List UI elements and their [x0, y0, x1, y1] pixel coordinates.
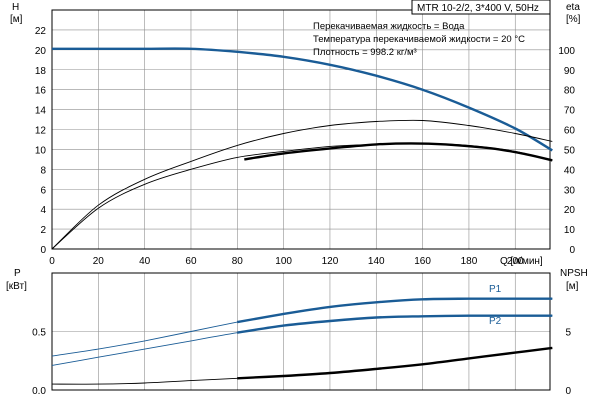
- top-series-line-3: [244, 142, 553, 162]
- bottom-y-left-unit: [кВт]: [6, 281, 27, 292]
- x-tick-label: 140: [368, 256, 385, 267]
- top-series-line-1: [51, 119, 553, 250]
- bottom-y-right-tick-label: 5: [565, 328, 571, 339]
- top-y-right-name: eta: [566, 2, 580, 13]
- top-y-left-tick-label: 6: [40, 185, 46, 196]
- top-y-right-unit: [%]: [566, 14, 581, 25]
- top-series-line-2: [51, 142, 553, 250]
- annotation-liquid: Перекачиваемая жидкость = Вода: [313, 21, 465, 32]
- top-y-right-tick-label: 0: [569, 245, 575, 256]
- top-y-left-tick-label: 12: [35, 126, 47, 137]
- x-tick-label: 80: [232, 256, 244, 267]
- x-tick-label: 200: [507, 256, 524, 267]
- x-tick-label: 40: [139, 256, 151, 267]
- top-y-left-tick-label: 8: [40, 165, 46, 176]
- top-chart-grid: [52, 10, 550, 249]
- top-y-right-tick-label: 70: [564, 106, 576, 117]
- bottom-chart-series: [51, 297, 553, 385]
- top-y-left-tick-label: 4: [40, 205, 46, 216]
- bottom-y-right-tick-label: 0: [565, 386, 571, 397]
- annotation-density: Плотность = 998.2 кг/м³: [313, 47, 417, 58]
- tick-labels: 0 20 40 60 80 100 120 140 160 180 2000246810121416…: [32, 26, 575, 397]
- x-tick-label: 0: [49, 256, 55, 267]
- bottom-y-right-name: NPSH: [560, 268, 588, 279]
- x-axis-label: Q [л/мин]: [500, 256, 543, 267]
- bottom-y-left-name: P: [14, 268, 21, 279]
- bottom-chart-frame: [51, 272, 551, 391]
- top-y-left-tick-label: 14: [35, 106, 47, 117]
- top-y-right-tick-label: 80: [564, 86, 576, 97]
- top-y-left-tick-label: 0: [40, 245, 46, 256]
- annotation-temperature: Температура перекачиваемой жидкости = 20…: [313, 34, 525, 45]
- x-tick-label: 160: [414, 256, 431, 267]
- x-tick-label: 120: [322, 256, 339, 267]
- bottom-y-left-tick-label: 0.0: [32, 386, 46, 397]
- top-y-right-tick-label: 50: [564, 145, 576, 156]
- x-tick-label: 20: [93, 256, 105, 267]
- bottom-series-line-0: [51, 298, 553, 357]
- top-y-left-tick-label: 10: [35, 145, 47, 156]
- top-y-left-tick-label: 22: [35, 26, 47, 37]
- title-box: [411, 0, 551, 15]
- bottom-y-right-unit: [м]: [566, 281, 579, 292]
- top-chart-frame: [51, 9, 551, 250]
- top-y-right-tick-label: 10: [564, 225, 576, 236]
- top-y-left-tick-label: 16: [35, 86, 47, 97]
- bottom-chart-grid: [52, 273, 550, 390]
- top-series-line-0: [52, 47, 553, 152]
- bottom-series-line-emph-0: [237, 297, 553, 324]
- top-y-right-tick-label: 40: [564, 165, 576, 176]
- top-y-left-unit: [м]: [10, 14, 23, 25]
- series-label-p2: P2: [489, 316, 502, 327]
- top-y-right-tick-label: 60: [564, 126, 576, 137]
- top-y-right-tick-label: 100: [558, 46, 575, 57]
- top-y-left-tick-label: 2: [40, 225, 46, 236]
- top-chart-series: [51, 47, 553, 250]
- bottom-y-left-tick-label: 0.5: [32, 328, 46, 339]
- top-y-left-tick-label: 18: [35, 66, 47, 77]
- top-y-right-tick-label: 90: [564, 66, 576, 77]
- top-y-left-name: H: [12, 2, 19, 13]
- top-y-left-tick-label: 20: [35, 46, 47, 57]
- x-tick-label: 60: [185, 256, 197, 267]
- top-y-right-tick-label: 30: [564, 185, 576, 196]
- bottom-series-line-emph-1: [237, 314, 553, 334]
- series-label-p1: P1: [489, 284, 502, 295]
- top-y-right-tick-label: 20: [564, 205, 576, 216]
- x-tick-label: 180: [461, 256, 478, 267]
- bottom-series-line-emph-2: [237, 346, 553, 380]
- x-tick-label: 100: [275, 256, 292, 267]
- chart-title: MTR 10-2/2, 3*400 V, 50Hz: [417, 3, 539, 14]
- bottom-series-line-2: [51, 347, 553, 385]
